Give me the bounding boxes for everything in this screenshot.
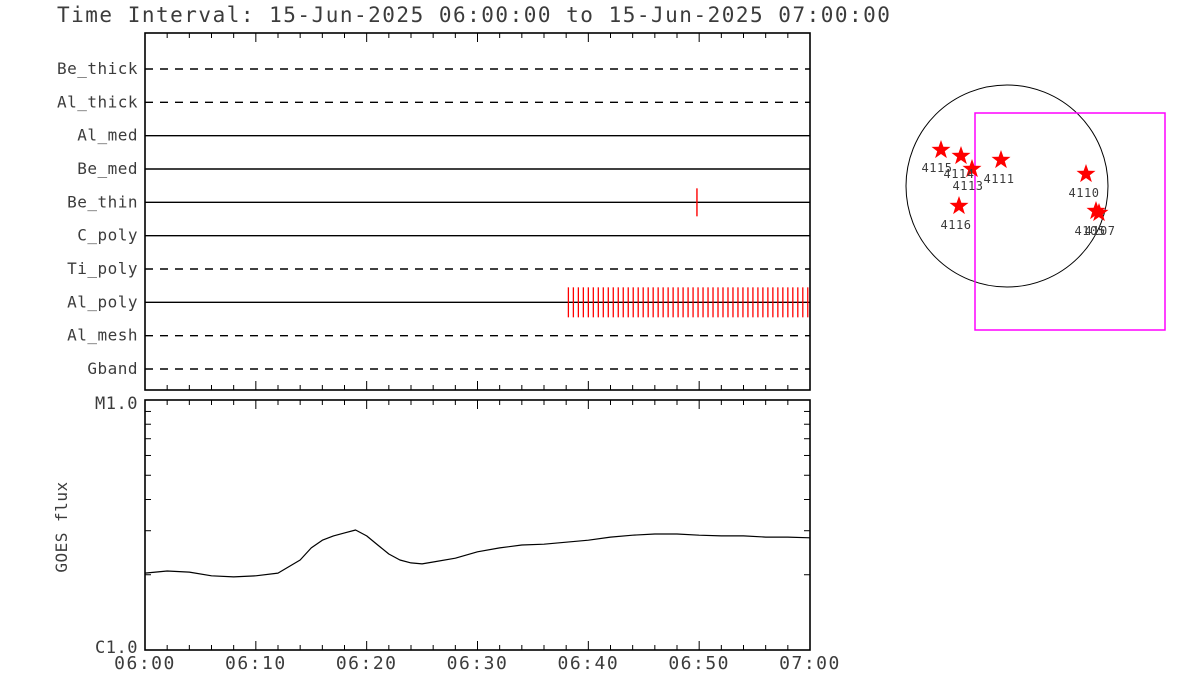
x-axis-tick-label: 06:10 [225,653,287,674]
active-region-label: 4113 [953,179,984,193]
filter-timeline-panel: Be_thick Al_thick Al_med Be_med Be_thin C_pol… [57,32,811,391]
active-region-star-icon [1076,164,1096,183]
y-axis-label-top: M1.0 [95,394,138,414]
timeline-frame [144,32,811,391]
active-region-star-icon [949,196,969,215]
active-region-label: 4105 [1075,224,1106,238]
plot-title: Time Interval: 15-Jun-2025 06:00:00 to 1… [57,3,892,27]
active-region-label: 4114 [944,167,975,181]
active-region-label: 4111 [984,172,1015,186]
solar-limb-circle [905,84,1109,288]
active-region-star-icon [951,146,971,165]
filter-label: Gband [87,359,138,378]
filter-label: Be_thick [57,59,138,78]
x-axis-tick-label: 06:50 [668,653,730,674]
filter-label: Ti_poly [67,259,138,278]
active-region-label: 4110 [1069,186,1100,200]
filter-label: Be_thin [67,192,138,211]
filter-label: C_poly [77,226,138,245]
fov-box [974,112,1166,331]
x-axis-tick-label: 06:20 [336,653,398,674]
filter-label: Al_med [77,126,138,145]
active-region-star-icon [931,140,951,159]
y-axis-label-bottom: C1.0 [95,638,138,658]
goes-frame [144,399,811,651]
y-axis-title: GOES flux [52,481,71,572]
active-region-label: 4116 [941,218,972,232]
active-region-star-icon [991,150,1011,169]
active-region-star-icon [1089,203,1109,222]
goes-flux-panel: M1.0 C1.006:00 06:10 06:20 06:30 06:40 06:50 07… [52,394,841,674]
x-axis-tick-label: 07:00 [779,653,841,674]
filter-label: Al_poly [67,292,138,311]
x-axis-tick-label: 06:00 [114,653,176,674]
goes-flux-curve [144,529,811,578]
filter-label: Al_mesh [67,326,138,345]
filter-label: Al_thick [57,92,138,111]
x-axis-tick-label: 06:40 [557,653,619,674]
active-region-label: 4115 [922,161,953,175]
filter-label: Be_med [77,159,138,178]
active-region-star-icon [962,159,982,178]
x-axis-tick-label: 06:30 [447,653,509,674]
active-region-label: 4107 [1085,224,1116,238]
